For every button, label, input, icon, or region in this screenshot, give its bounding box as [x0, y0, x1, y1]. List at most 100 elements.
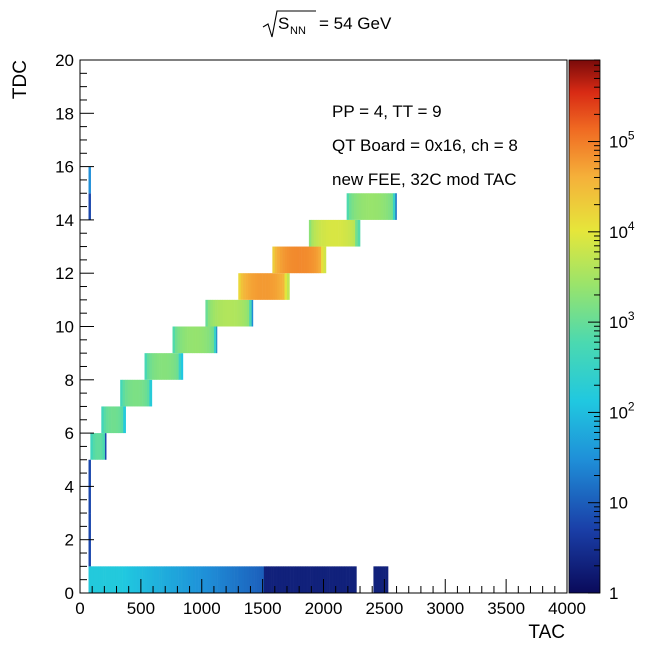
heatmap-cell	[341, 566, 345, 593]
heatmap-cell	[295, 566, 299, 593]
heatmap-cell	[244, 566, 248, 593]
heatmap-cell	[373, 566, 377, 593]
heatmap-cell	[267, 273, 271, 300]
heatmap-cell	[129, 379, 133, 407]
heatmap-cell	[277, 246, 280, 274]
heatmap-cell	[166, 353, 170, 380]
heatmap-cell	[103, 406, 107, 434]
heatmap-cell	[95, 566, 99, 593]
heatmap-cell	[144, 566, 148, 593]
heatmap-cell	[93, 566, 97, 593]
heatmap-cell	[211, 326, 215, 354]
heatmap-cell	[340, 219, 344, 247]
heatmap-cell	[353, 193, 357, 220]
heatmap-cell	[88, 166, 91, 194]
x-tick-label: 3000	[426, 599, 464, 618]
y-axis-label: TDC	[10, 60, 31, 99]
heatmap-cell	[266, 566, 270, 593]
heatmap-cell	[177, 326, 181, 354]
heatmap-cell	[356, 193, 360, 220]
heatmap-cell	[171, 353, 175, 380]
heatmap-cell	[313, 219, 317, 247]
heatmap-cell	[227, 299, 231, 327]
heatmap-cell	[307, 566, 311, 593]
heatmap-cell	[183, 566, 187, 593]
heatmap-cell	[202, 566, 206, 593]
heatmap-cell	[215, 299, 218, 327]
heatmap-cell	[207, 299, 211, 327]
heatmap-cell	[310, 566, 313, 593]
heatmap-cell	[142, 566, 145, 593]
heatmap-cell	[209, 326, 212, 354]
z-tick-label: 104	[609, 219, 635, 242]
heatmap-cell	[282, 273, 285, 300]
heatmap-cell	[268, 566, 272, 593]
heatmap-cell	[272, 273, 276, 300]
annotation-trigger: PP = 4, TT = 9	[332, 102, 442, 121]
heatmap-cell	[333, 219, 336, 247]
heatmap-cell	[120, 406, 124, 434]
heatmap-cell	[181, 353, 184, 380]
heatmap-cell	[279, 246, 283, 274]
heatmap-cell	[263, 566, 267, 593]
heatmap-cell	[100, 566, 104, 593]
x-tick-label: 0	[75, 599, 84, 618]
heatmap-cell	[224, 566, 228, 593]
x-axis: 0 500 1000 1500 2000 2500 3000 3500 4000	[75, 579, 586, 618]
title-prefix: S	[278, 14, 289, 33]
heatmap-cell	[151, 353, 155, 380]
heatmap-cell	[363, 193, 367, 220]
heatmap-cell	[113, 406, 117, 434]
x-tick-label: 4000	[548, 599, 586, 618]
heatmap-cell	[265, 273, 268, 300]
z-tick-label: 105	[609, 129, 635, 152]
sqrt-symbol	[262, 10, 316, 38]
color-scale-axis: 1 10 102 103 104 105	[588, 59, 635, 603]
heatmap-cell	[329, 566, 333, 593]
heatmap-cell	[237, 299, 240, 327]
heatmap-cell	[92, 433, 96, 460]
heatmap-cell	[101, 406, 105, 434]
y-tick-label: 10	[55, 318, 74, 337]
y-tick-label: 12	[55, 264, 74, 283]
heatmap-cell	[178, 566, 182, 593]
heatmap-cell	[260, 273, 263, 300]
heatmap-cell	[280, 566, 284, 593]
heatmap-cell	[122, 379, 126, 407]
heatmap-cell	[349, 566, 352, 593]
heatmap-cell	[132, 379, 136, 407]
heatmap-cell	[254, 566, 257, 593]
heatmap-cell	[120, 566, 123, 593]
heatmap-cell	[327, 566, 330, 593]
heatmap-cell	[220, 566, 223, 593]
heatmap-cell	[108, 566, 111, 593]
heatmap-cell	[243, 273, 246, 300]
heatmap-cell	[88, 193, 91, 220]
heatmap-cell	[100, 433, 103, 460]
y-tick-label: 18	[55, 104, 74, 123]
heatmap-cell	[102, 433, 106, 460]
heatmap-cell	[88, 486, 91, 514]
y-tick-label: 6	[65, 424, 74, 443]
heatmap-cell	[319, 566, 323, 593]
heatmap-cell	[212, 566, 216, 593]
heatmap-cell	[204, 326, 207, 354]
heatmap-cell	[321, 246, 324, 274]
heatmap-cell	[216, 326, 218, 354]
heatmap-cell	[245, 273, 249, 300]
heatmap-cell	[232, 299, 235, 327]
heatmap-cell	[222, 299, 226, 327]
heatmap-cell	[339, 566, 343, 593]
heatmap-cell	[185, 566, 189, 593]
heatmap-cell	[229, 566, 233, 593]
heatmap-cell	[129, 566, 133, 593]
z-tick-label: 102	[609, 399, 635, 422]
heatmap-cell	[252, 273, 256, 300]
heatmap-cell	[195, 566, 199, 593]
z-tick-label: 10	[609, 494, 628, 513]
heatmap-cell	[192, 326, 195, 354]
heatmap-cell	[316, 246, 319, 274]
heatmap-cell	[164, 566, 167, 593]
heatmap-cell	[286, 273, 290, 300]
